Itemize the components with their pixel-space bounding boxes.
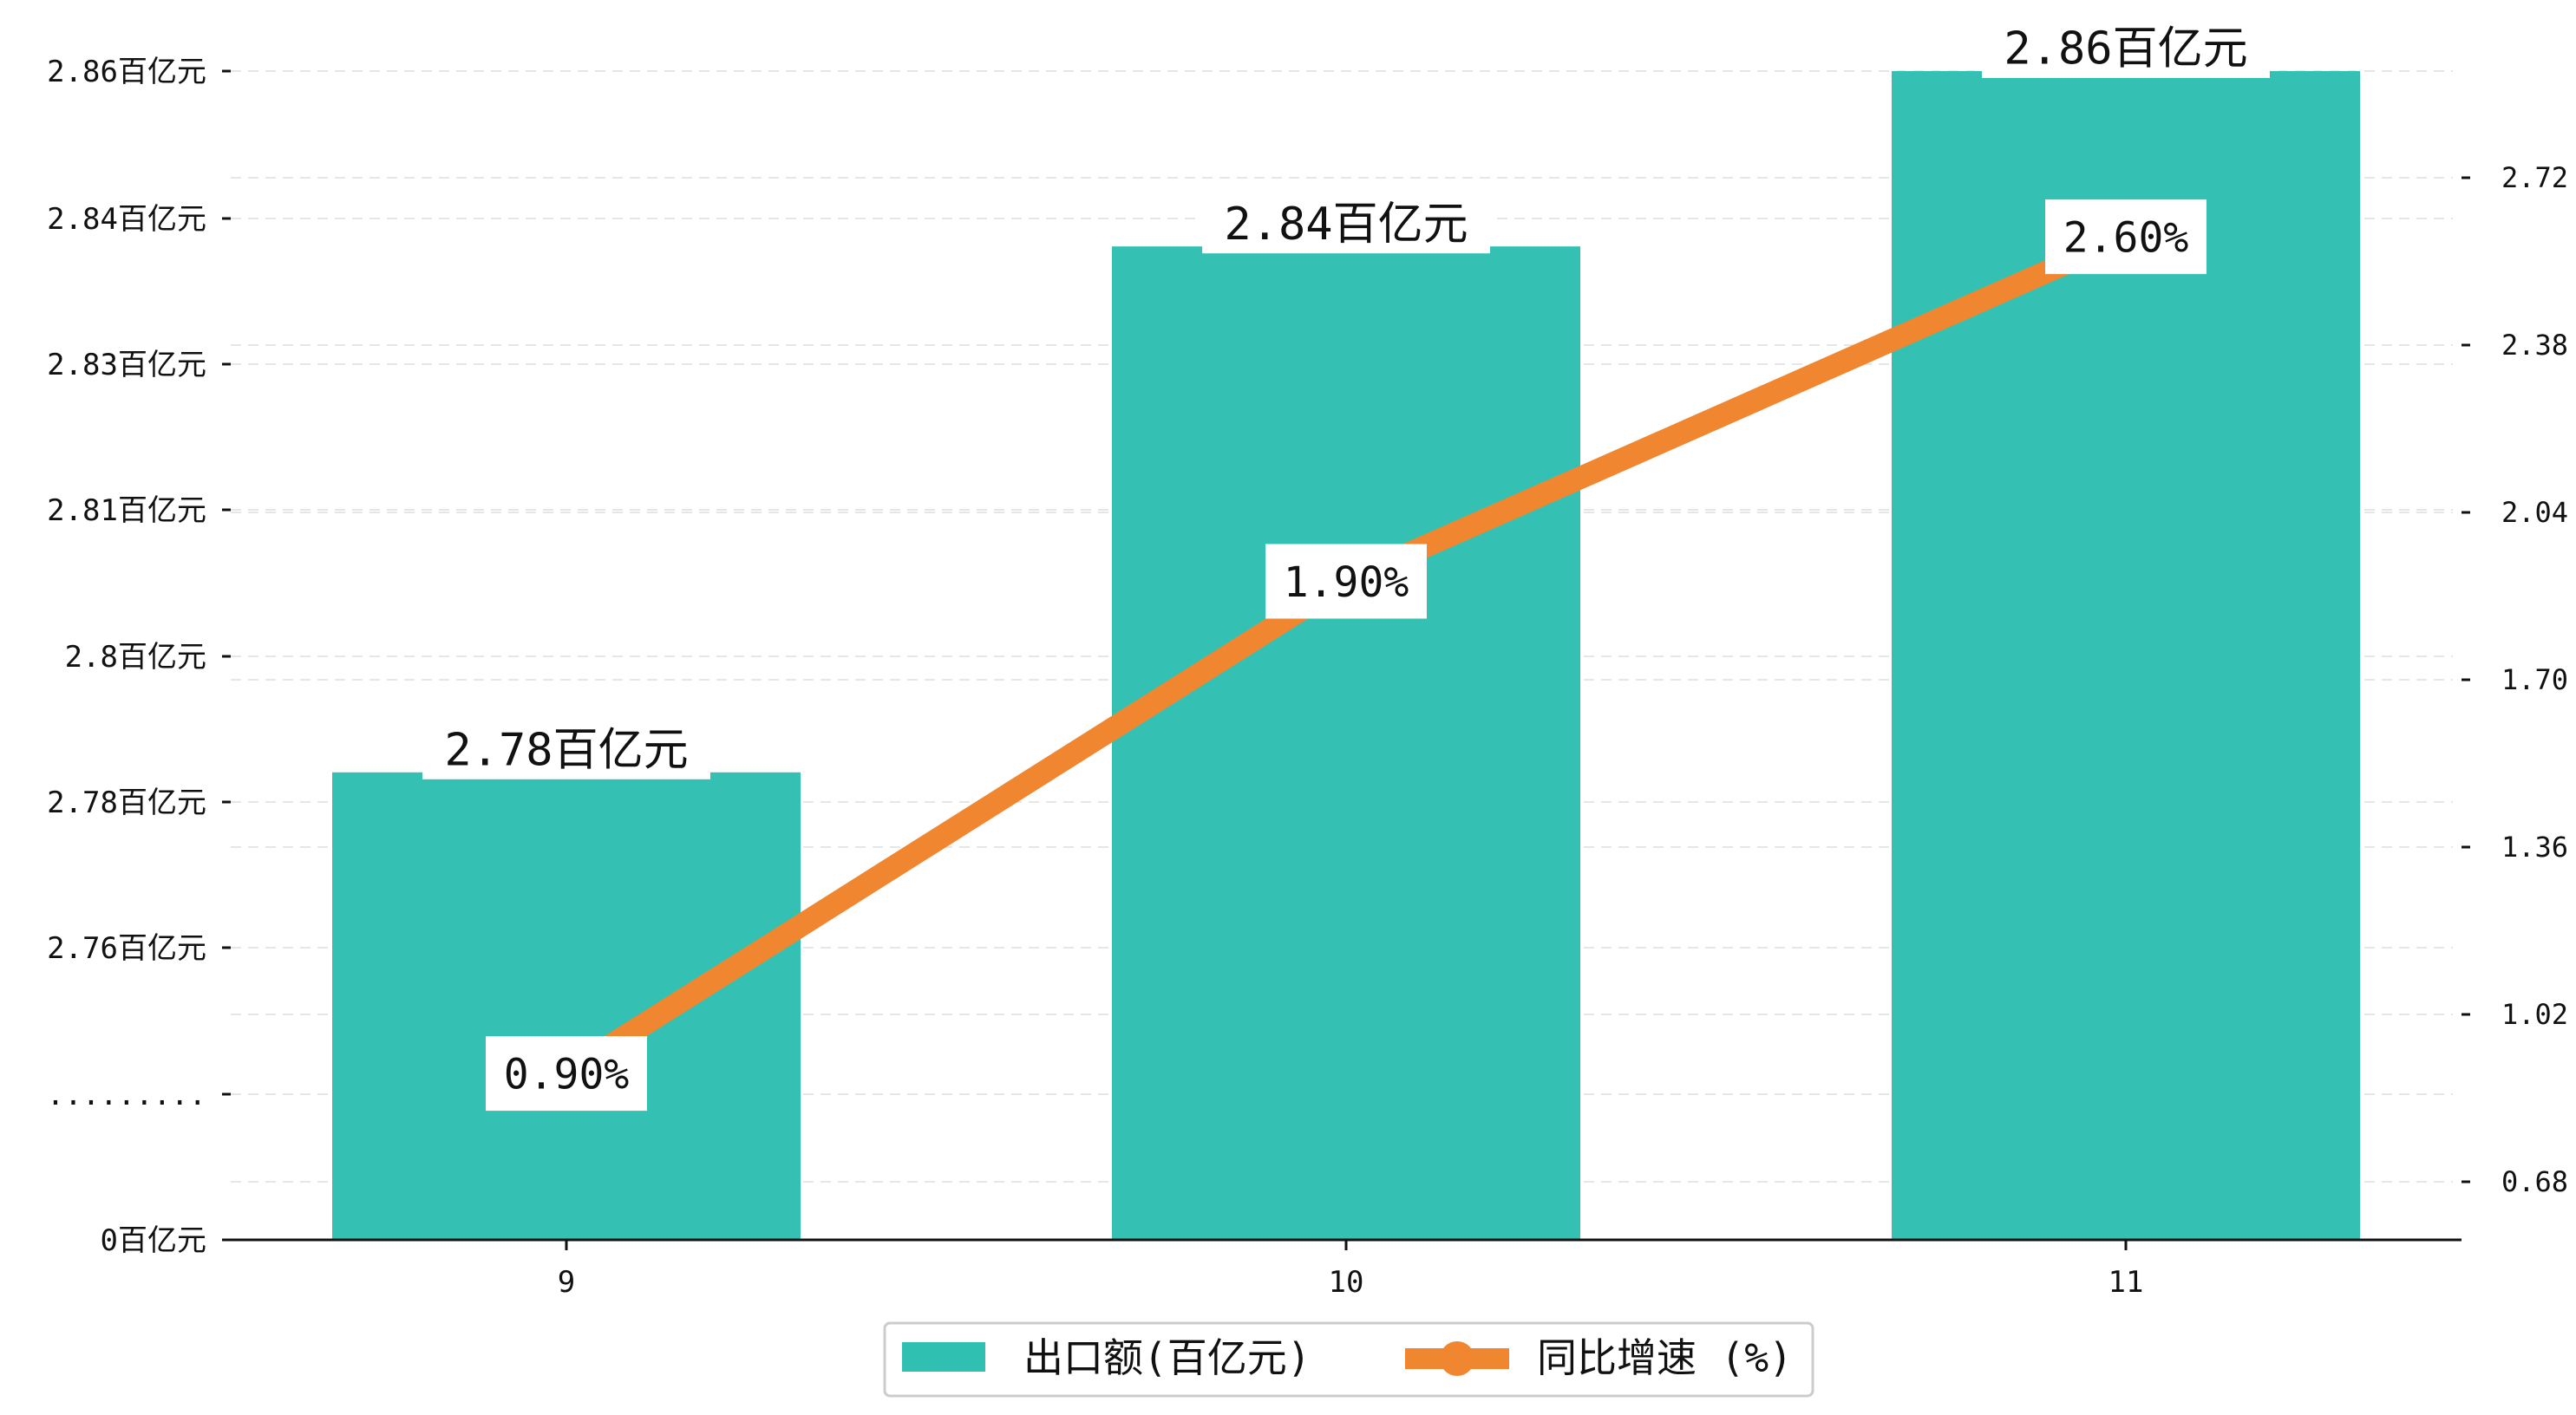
- data-labels: 2.78百亿元 2.84百亿元 2.86百亿元 0.90% 1.90% 2.60%: [422, 17, 2270, 1112]
- right-tick-label: 2.38: [2501, 329, 2568, 362]
- bar-value-label-box: [422, 718, 710, 779]
- line-value-label-box: [2045, 199, 2207, 275]
- left-tick-label: 2.84百亿元: [47, 202, 206, 237]
- left-tick-label: .........: [47, 1078, 206, 1112]
- line-value-label: 1.90%: [1284, 558, 1409, 607]
- left-tick-label: 2.76百亿元: [47, 931, 206, 966]
- legend-frame: [883, 1321, 1814, 1398]
- bar: [1112, 246, 1580, 1241]
- bar-value-label: 2.84百亿元: [1224, 199, 1468, 251]
- legend: 出口额(百亿元) 同比增速 (%): [883, 1321, 1814, 1398]
- left-tick-label: 0百亿元: [101, 1223, 206, 1258]
- axes: 0百亿元......... 2.76百亿元 2.78百亿元 2.8百亿元 2.81百亿元…: [47, 55, 2568, 1300]
- left-tick-label: 2.8百亿元: [65, 640, 206, 675]
- right-tick-label: 2.72: [2501, 161, 2568, 194]
- bar-value-label-box: [1982, 17, 2270, 78]
- left-tick-label: 2.83百亿元: [47, 348, 206, 382]
- line-value-label-box: [1265, 544, 1427, 619]
- left-tick-label: 2.78百亿元: [47, 786, 206, 820]
- legend-label-bar: 出口额(百亿元): [1023, 1334, 1311, 1381]
- right-tick-label: 2.04: [2501, 496, 2568, 529]
- legend-swatch-bar: [902, 1342, 985, 1372]
- x-tick-label: 9: [558, 1265, 575, 1300]
- bar-value-label: 2.78百亿元: [444, 725, 688, 777]
- line-value-label: 2.60%: [2063, 213, 2189, 262]
- line-value-label: 0.90%: [504, 1050, 630, 1099]
- bar: [332, 772, 801, 1240]
- bar-value-label-box: [1202, 192, 1490, 254]
- x-tick-label: 10: [1329, 1265, 1364, 1300]
- legend-label-line: 同比增速 (%): [1537, 1334, 1793, 1381]
- right-tick-label: 0.68: [2501, 1165, 2568, 1198]
- bar-value-label: 2.86百亿元: [2004, 23, 2247, 75]
- line-value-label-box: [486, 1036, 647, 1112]
- right-tick-label: 1.36: [2501, 831, 2568, 864]
- right-tick-label: 1.02: [2501, 998, 2568, 1031]
- legend-swatch-marker: [1440, 1341, 1474, 1376]
- bar-series: [332, 71, 2360, 1241]
- right-tick-label: 1.70: [2501, 663, 2568, 696]
- left-tick-label: 2.86百亿元: [47, 55, 206, 89]
- left-tick-label: 2.81百亿元: [47, 493, 206, 528]
- x-tick-label: 11: [2109, 1265, 2144, 1300]
